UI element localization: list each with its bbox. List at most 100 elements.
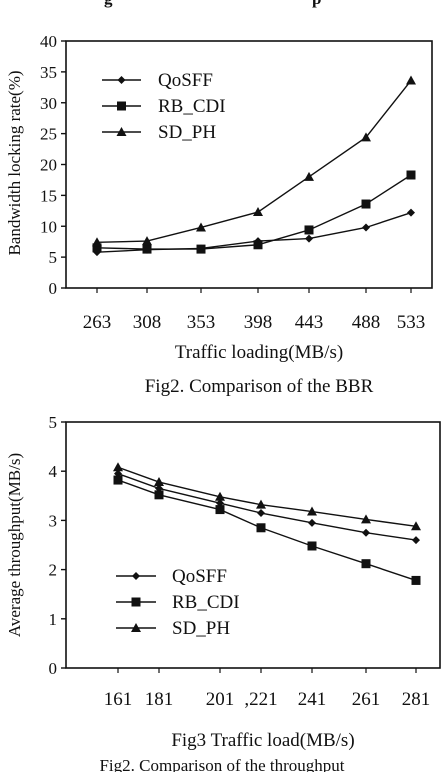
data-point (154, 477, 164, 487)
data-point (92, 243, 102, 253)
legend: QoSFF RB_CDI SD_PH (102, 70, 226, 143)
data-point (196, 244, 206, 254)
legend-marker (132, 572, 140, 580)
x-tick-label: 533 (397, 312, 426, 333)
top-cropped-text: g p (0, 0, 444, 14)
data-point (257, 509, 265, 518)
legend-entry: SD_PH (102, 122, 216, 143)
data-point (362, 528, 370, 537)
data-point (411, 521, 421, 531)
legend-entry: QoSFF (116, 566, 227, 587)
data-point (411, 575, 421, 585)
x-tick-label: 241 (298, 689, 327, 710)
legend-label: QoSFF (172, 566, 227, 587)
figure-caption: Fig2. Comparison of the BBR (145, 376, 374, 397)
plot-frame (65, 421, 441, 669)
data-point (215, 491, 225, 501)
x-tick-label: 398 (244, 312, 273, 333)
series-line (96, 80, 412, 244)
legend-marker (131, 623, 141, 632)
data-point (256, 499, 266, 509)
legend-label: SD_PH (172, 618, 230, 639)
legend-label: RB_CDI (172, 592, 240, 613)
data-point (142, 244, 152, 254)
data-point (113, 475, 123, 485)
legend-entry: SD_PH (116, 618, 230, 639)
series-rb-cdi (113, 475, 421, 585)
x-tick-label: 281 (402, 689, 431, 710)
data-point (253, 240, 263, 250)
x-tick-label: 161 (104, 689, 133, 710)
data-point (361, 559, 371, 569)
y-tick-label: 35 (40, 63, 57, 82)
y-tick-label: 4 (49, 462, 58, 481)
legend-marker (116, 127, 127, 136)
legend-marker (117, 101, 126, 111)
top-fragment-1: g (104, 0, 113, 7)
series-sd-ph (113, 462, 421, 531)
data-point (304, 171, 314, 181)
legend-label: RB_CDI (158, 96, 226, 117)
data-point (256, 523, 266, 533)
data-point (113, 462, 123, 472)
data-point (406, 75, 416, 85)
data-point (307, 541, 317, 551)
data-point (362, 223, 370, 232)
y-axis-label: Bandwidth locking rate(%) (5, 70, 24, 255)
data-point (361, 514, 371, 524)
y-tick-label: 5 (49, 248, 58, 267)
legend-entry: RB_CDI (116, 592, 240, 613)
y-tick-label: 5 (49, 413, 58, 432)
top-fragment-2: p (312, 0, 321, 7)
x-tick-label: 181 (145, 689, 174, 710)
data-point (305, 234, 313, 243)
y-axis-label: Average throughput(MB/s) (5, 453, 24, 637)
x-tick-label: 261 (352, 689, 381, 710)
chart-2: 0 1 2 3 4 5 161 181 201 ,221 241 261 281 Fig3 Traffic… (5, 413, 441, 751)
series-sd-ph (92, 75, 416, 247)
data-point (142, 236, 152, 246)
y-tick-label: 0 (49, 659, 58, 678)
legend-marker (117, 76, 126, 84)
data-point (154, 490, 164, 500)
y-tick-label: 40 (40, 32, 57, 51)
x-axis-label: Traffic loading(MB/s) (175, 342, 343, 363)
x-tick-label: 308 (133, 312, 162, 333)
data-point (253, 207, 263, 217)
x-tick-label: 488 (352, 312, 381, 333)
data-point (407, 208, 415, 217)
chart-1: 0 5 10 15 20 25 30 35 40 263 308 353 398 443 488 533 Tra… (5, 32, 433, 397)
data-point (361, 199, 371, 209)
data-point (406, 170, 416, 180)
data-point (196, 222, 206, 232)
y-tick-label: 1 (49, 610, 58, 629)
x-tick-label: 353 (187, 312, 216, 333)
x-tick-label: 201 (206, 689, 235, 710)
y-tick-label: 0 (49, 279, 58, 298)
y-tick-label: 20 (40, 156, 57, 175)
figure-caption: Fig3 Traffic load(MB/s) (171, 730, 354, 751)
y-tick-label: 2 (49, 561, 58, 580)
data-point (304, 225, 314, 235)
y-tick-label: 30 (40, 94, 57, 113)
data-point (307, 506, 317, 516)
series-line (96, 174, 412, 250)
legend-marker (131, 597, 141, 607)
data-point (92, 237, 102, 247)
y-tick-label: 15 (40, 186, 57, 205)
y-tick-label: 10 (40, 217, 57, 236)
legend-label: SD_PH (158, 122, 216, 143)
data-point (215, 505, 225, 515)
legend-entry: QoSFF (102, 70, 213, 91)
data-point (412, 536, 420, 545)
y-tick-label: 25 (40, 125, 57, 144)
y-tick-label: 3 (49, 511, 58, 530)
legend-label: QoSFF (158, 70, 213, 91)
legend-entry: RB_CDI (102, 96, 226, 117)
legend: QoSFF RB_CDI SD_PH (116, 566, 240, 639)
x-tick-label: 443 (295, 312, 324, 333)
x-tick-label: 263 (83, 312, 112, 333)
series-rb-cdi (92, 170, 416, 254)
data-point (361, 132, 371, 142)
